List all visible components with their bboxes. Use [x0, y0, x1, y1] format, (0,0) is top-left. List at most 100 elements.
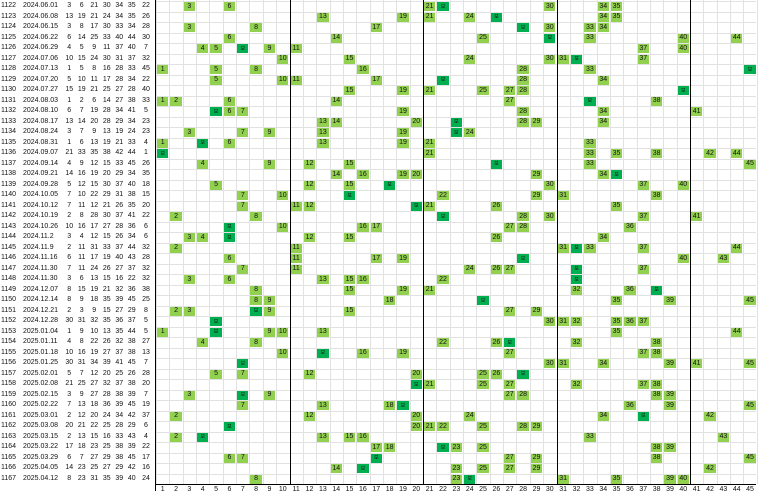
row-issue: 1139: [1, 180, 17, 188]
row-divider: [155, 158, 756, 160]
row-winning-number: 38: [115, 453, 124, 461]
row-divider: [155, 253, 756, 254]
row-issue: 1132: [1, 107, 17, 114]
hit-cell: 31: [557, 358, 569, 368]
row-bonus-number: 7: [144, 44, 148, 51]
column-number-label: 9: [267, 486, 272, 491]
bonus-cell: 보: [570, 274, 583, 284]
row-issue: 1159: [1, 390, 17, 398]
row-winning-number: 29: [127, 306, 136, 314]
hit-cell: 30: [544, 180, 556, 190]
hit-cell: 45: [744, 295, 756, 305]
row-divider: [155, 1, 756, 2]
row-winning-number: 24: [102, 12, 111, 20]
row-winning-number: 36: [127, 222, 136, 230]
row-winning-number: 33: [115, 159, 124, 167]
hit-cell: 40: [677, 180, 689, 190]
row-winning-number: 13: [102, 327, 111, 335]
hit-cell: 29: [530, 306, 543, 316]
hit-cell: 16: [357, 169, 369, 179]
row-winning-number: 31: [90, 243, 99, 251]
hit-cell: 6: [223, 96, 236, 106]
bonus-marker: 보: [414, 203, 419, 209]
row-winning-number: 45: [127, 401, 136, 408]
row-winning-number: 3: [67, 128, 72, 135]
row-divider: [155, 137, 756, 139]
row-winning-number: 21: [90, 2, 99, 9]
row-divider: [155, 242, 756, 244]
bonus-cell: 보: [517, 253, 529, 263]
bonus-marker: 보: [320, 350, 326, 356]
row-winning-number: 11: [78, 254, 86, 261]
row-winning-number: 45: [127, 453, 136, 461]
hit-cell: 32: [570, 285, 583, 295]
hit-cell: 9: [263, 306, 276, 316]
row-date: 2024.11.30: [23, 275, 58, 282]
hit-cell: 37: [637, 316, 649, 326]
row-issue: 1155: [1, 348, 17, 356]
hit-cell: 34: [597, 106, 609, 116]
bonus-marker: 보: [654, 287, 659, 293]
row-divider: [155, 421, 756, 422]
row-date: 2024.08.03: [23, 96, 59, 104]
row-winning-number: 5: [79, 44, 84, 51]
row-divider: [155, 284, 756, 286]
bonus-marker: 보: [227, 234, 232, 241]
hit-cell: 7: [237, 127, 249, 137]
hit-cell: 6: [223, 274, 236, 284]
row-winning-number: 26: [115, 233, 124, 240]
row-issue: 1126: [1, 44, 17, 51]
row-winning-number: 35: [90, 149, 99, 156]
row-winning-number: 19: [90, 170, 99, 177]
hit-cell: 37: [637, 379, 649, 389]
row-winning-number: 38: [127, 191, 136, 198]
hit-cell: 31: [557, 474, 569, 484]
hit-cell: 34: [597, 75, 609, 85]
row-divider: [155, 232, 756, 233]
column-divider: [182, 0, 184, 484]
row-bonus-number: 37: [142, 411, 150, 419]
row-winning-number: 32: [115, 338, 124, 345]
bonus-marker: 보: [587, 98, 593, 104]
bonus-cell: 보: [223, 222, 236, 232]
row-date: 2024.06.08: [23, 12, 59, 20]
row-issue: 1151: [1, 306, 17, 314]
hit-cell: 25: [477, 421, 489, 431]
row-winning-number: 11: [78, 243, 86, 251]
row-winning-number: 39: [115, 296, 124, 303]
hit-cell: 27: [504, 85, 516, 95]
hit-cell: 30: [544, 54, 556, 64]
hit-cell: 22: [437, 421, 449, 431]
row-winning-number: 16: [77, 348, 86, 356]
column-divider: [503, 0, 505, 484]
hit-cell: 34: [597, 1, 609, 11]
hit-cell: 11: [290, 264, 302, 274]
hit-cell: 21: [424, 1, 436, 11]
bonus-cell: 보: [210, 327, 222, 337]
row-bonus-number: 30: [142, 33, 150, 41]
row-winning-number: 33: [102, 243, 111, 251]
hit-cell: 9: [263, 327, 276, 337]
hit-cell: 17: [370, 22, 382, 32]
row-winning-number: 34: [115, 107, 124, 114]
row-winning-number: 25: [77, 380, 86, 387]
column-number-label: 43: [719, 486, 728, 491]
hit-cell: 33: [584, 138, 596, 148]
hit-cell: 29: [530, 453, 543, 463]
hit-cell: 3: [183, 306, 196, 316]
hit-cell: 3: [183, 22, 196, 32]
row-winning-number: 34: [127, 117, 136, 125]
row-winning-number: 1: [67, 327, 72, 335]
hit-cell: 9: [263, 43, 276, 53]
bonus-marker: 보: [480, 297, 486, 304]
hit-cell: 37: [637, 180, 649, 190]
row-winning-number: 39: [115, 401, 124, 408]
hit-cell: 28: [517, 85, 529, 95]
column-number-label: 35: [612, 486, 621, 491]
bonus-marker: 보: [360, 465, 366, 472]
row-issue: 1141: [1, 201, 17, 209]
row-bonus-number: 6: [144, 422, 148, 429]
row-date: 2025.01.25: [23, 359, 59, 366]
row-winning-number: 18: [90, 401, 99, 408]
